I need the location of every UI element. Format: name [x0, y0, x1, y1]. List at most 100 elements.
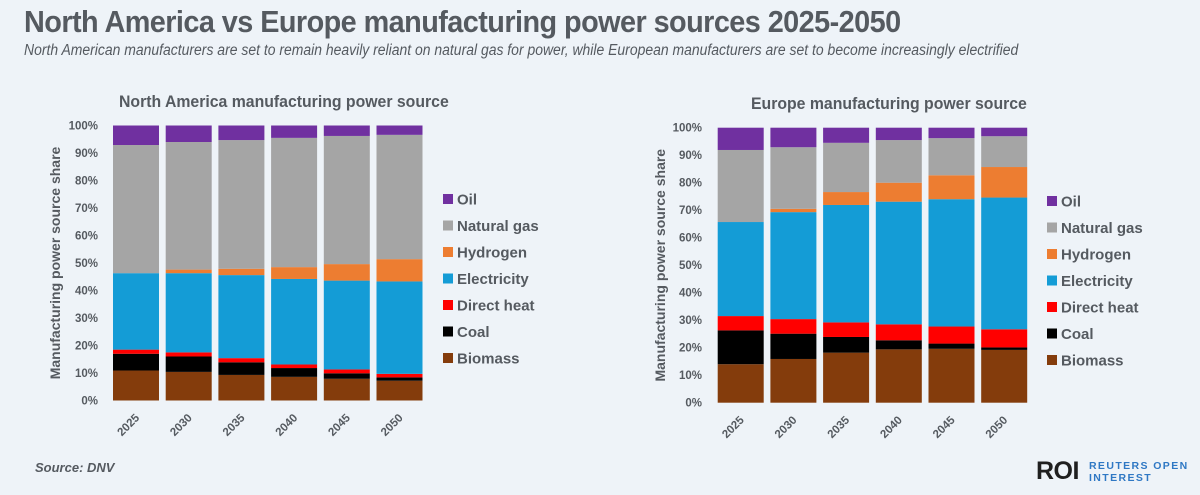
eu-bar-2045-oil: [928, 127, 975, 139]
eu-legend-swatch-coal: [1047, 328, 1057, 339]
na-bar-2045-biomass: [323, 378, 370, 401]
na-legend-swatch-natural-gas: [443, 220, 453, 231]
eu-bar-2045-direct-heat: [928, 326, 975, 344]
na-bar-2035-hydrogen: [218, 268, 265, 276]
eu-y-tick-label: 50%: [679, 260, 702, 272]
eu-legend-label-natural-gas: Natural gas: [1061, 220, 1143, 237]
eu-bar-2035-oil: [823, 127, 870, 143]
na-bar-2030-direct-heat: [165, 352, 212, 357]
na-bar-2045-electricity: [323, 280, 370, 370]
na-legend-label-hydrogen: Hydrogen: [457, 245, 527, 262]
na-bar-2050-oil: [376, 125, 423, 135]
eu-legend-label-direct-heat: Direct heat: [1061, 300, 1139, 317]
page-title: North America vs Europe manufacturing po…: [24, 4, 901, 39]
eu-legend-swatch-direct-heat: [1047, 302, 1057, 312]
na-legend-swatch-coal: [443, 326, 453, 337]
eu-y-tick-label: 0%: [685, 398, 702, 410]
na-legend-label-electricity: Electricity: [457, 271, 529, 288]
eu-bar-2030-natural-gas: [770, 147, 817, 209]
na-bar-2050-biomass: [376, 380, 423, 401]
eu-y-tick-label: 70%: [679, 205, 702, 217]
eu-bar-2045-coal: [928, 343, 975, 349]
na-legend-label-oil: Oil: [457, 192, 477, 209]
na-bar-2035-direct-heat: [218, 358, 265, 363]
eu-y-axis-label: Manufacturing power source share: [652, 149, 668, 382]
eu-y-tick-label: 40%: [679, 288, 702, 300]
eu-x-tick-label: 2025: [720, 414, 747, 441]
na-bar-2050-electricity: [376, 281, 423, 374]
na-bar-2040-electricity: [271, 278, 318, 365]
na-bar-2050-hydrogen: [376, 259, 423, 282]
eu-bar-2035-biomass: [823, 352, 870, 403]
eu-x-tick-label: 2030: [773, 414, 800, 441]
eu-bar-2050-hydrogen: [981, 167, 1028, 198]
na-legend-swatch-oil: [443, 194, 453, 204]
na-bar-2045-natural-gas: [323, 135, 370, 265]
eu-y-tick-label: 60%: [679, 233, 702, 245]
eu-y-tick-label: 90%: [679, 150, 702, 162]
eu-bar-2030-electricity: [770, 212, 817, 320]
na-bar-2045-oil: [323, 125, 370, 136]
eu-bar-2025-electricity: [717, 222, 764, 317]
eu-legend-label-hydrogen: Hydrogen: [1061, 247, 1131, 264]
na-y-tick-label: 100%: [69, 121, 98, 133]
na-bar-2040-biomass: [271, 376, 318, 401]
na-legend-swatch-direct-heat: [443, 300, 453, 310]
na-bar-2030-oil: [165, 125, 212, 142]
na-bar-2030-coal: [165, 356, 212, 372]
eu-y-tick-label: 80%: [679, 178, 702, 190]
na-bar-2035-natural-gas: [218, 140, 265, 269]
eu-bar-2035-coal: [823, 336, 870, 353]
eu-x-tick-label: 2035: [826, 414, 853, 441]
na-y-axis-label: Manufacturing power source share: [47, 146, 63, 379]
eu-legend-label-coal: Coal: [1061, 326, 1094, 343]
eu-bar-2035-hydrogen: [823, 192, 870, 205]
na-legend-label-coal: Coal: [457, 324, 490, 341]
eu-bar-2050-direct-heat: [981, 329, 1028, 348]
na-bar-2045-coal: [323, 373, 370, 379]
eu-bar-2035-natural-gas: [823, 142, 870, 193]
eu-bar-2045-biomass: [928, 348, 975, 403]
na-bar-2025-electricity: [113, 273, 159, 350]
reuters-open-interest-logo: ROI REUTERS OPEN INTEREST: [1036, 457, 1189, 486]
na-y-tick-label: 40%: [75, 286, 98, 298]
na-bar-2030-hydrogen: [165, 269, 212, 274]
eu-x-tick-label: 2040: [878, 414, 905, 441]
eu-bar-2040-hydrogen: [875, 182, 922, 202]
europe-chart: Manufacturing power source share 0% 10% 20%…: [652, 123, 1143, 441]
eu-bar-2025-natural-gas: [717, 149, 764, 223]
eu-bar-2030-oil: [770, 127, 817, 148]
na-legend-swatch-hydrogen: [443, 247, 453, 257]
na-bar-2025-oil: [113, 125, 159, 146]
logo-line-2: INTEREST: [1088, 471, 1153, 484]
na-bar-2030-biomass: [165, 371, 212, 401]
eu-bar-2045-electricity: [928, 199, 975, 327]
na-bar-2040-direct-heat: [271, 364, 318, 369]
eu-bar-2025-coal: [717, 330, 764, 365]
eu-legend-label-biomass: Biomass: [1061, 353, 1124, 370]
eu-legend-swatch-electricity: [1047, 275, 1057, 286]
na-bar-2035-electricity: [218, 275, 265, 359]
eu-bar-2050-biomass: [981, 349, 1028, 403]
europe-chart-title: Europe manufacturing power source: [751, 94, 1027, 113]
na-bar-2040-natural-gas: [271, 137, 318, 268]
eu-y-tick-label: 20%: [679, 343, 702, 355]
na-bar-2025-biomass: [113, 370, 159, 401]
na-bar-2035-biomass: [218, 374, 265, 401]
eu-bar-2040-coal: [875, 340, 922, 350]
eu-bar-2040-direct-heat: [875, 324, 922, 341]
source-note: Source: DNV: [35, 460, 115, 475]
na-y-tick-label: 60%: [75, 231, 98, 243]
eu-bar-2050-electricity: [981, 197, 1028, 330]
na-bar-2050-direct-heat: [376, 373, 423, 378]
na-y-tick-label: 90%: [75, 148, 98, 160]
eu-bar-2030-biomass: [770, 358, 817, 403]
eu-bar-2050-natural-gas: [981, 136, 1028, 168]
na-bar-2030-natural-gas: [165, 142, 212, 270]
eu-y-tick-label: 100%: [673, 123, 702, 135]
page-subtitle: North American manufacturers are set to …: [24, 42, 1019, 59]
na-y-tick-label: 50%: [75, 258, 98, 270]
na-y-tick-label: 80%: [75, 176, 98, 188]
logo-line-1: REUTERS OPEN: [1088, 459, 1189, 472]
na-bar-2025-direct-heat: [113, 349, 159, 354]
